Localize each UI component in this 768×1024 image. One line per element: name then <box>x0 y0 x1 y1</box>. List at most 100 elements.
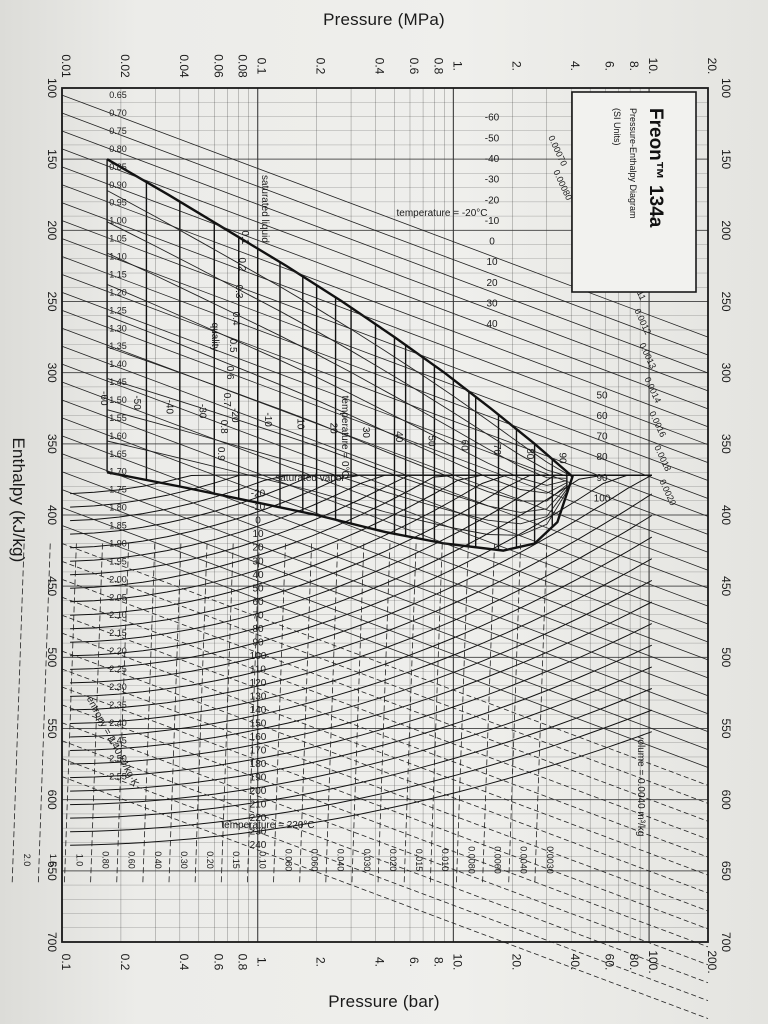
isentrope <box>61 220 709 463</box>
volume-value: 0.0012 <box>632 307 653 336</box>
bar-tick: 0.6 <box>211 954 225 971</box>
quality-line <box>106 252 567 479</box>
sat-temp-label: 10 <box>486 257 498 268</box>
superheat-temp-label: 150 <box>250 719 267 730</box>
quality-value: 0.1 <box>239 230 250 244</box>
quality-line <box>106 409 568 525</box>
enthalpy-tick-left: 250 <box>45 291 59 311</box>
isochore <box>299 543 312 886</box>
enthalpy-tick-right: 350 <box>719 434 733 454</box>
title-box: Freon™ 134a Pressure-Enthalpy Diagram (S… <box>571 91 697 293</box>
enthalpy-tick-right: 100 <box>719 78 733 98</box>
entropy-value: 2.25 <box>109 664 127 674</box>
sat-temp-label: 70 <box>596 432 608 443</box>
isochore <box>273 543 286 886</box>
quality-line <box>106 190 568 475</box>
superheat-temp-label: 180 <box>250 759 267 770</box>
isochore <box>534 543 548 886</box>
mpa-tick: 0.2 <box>314 58 328 75</box>
superheat-temp-label: 200 <box>250 786 267 797</box>
quality-line <box>106 377 568 513</box>
temperature-annotation-dome: temperature = 0°C <box>339 396 350 478</box>
entropy-value: 1.15 <box>109 269 127 279</box>
volume-value: 0.20 <box>205 851 215 869</box>
top-axis-title: Pressure (MPa) <box>323 10 445 29</box>
entropy-value: 1.40 <box>109 359 127 369</box>
sat-temp-label: -10 <box>485 216 500 227</box>
superheat-temp-label: 170 <box>250 746 267 757</box>
bar-tick: 0.4 <box>177 954 191 971</box>
entropy-value: 0.95 <box>109 198 127 208</box>
entropy-value: 1.60 <box>109 431 127 441</box>
mpa-tick: 0.06 <box>211 54 225 78</box>
enthalpy-tick-left: 400 <box>45 505 59 525</box>
volume-value: 0.00080 <box>551 168 574 202</box>
dome-temp-label: 30 <box>360 427 371 439</box>
bar-tick: 20. <box>509 954 523 971</box>
isentrope <box>61 776 709 1019</box>
enthalpy-tick-left: 650 <box>45 861 59 881</box>
saturated-vapor-label: saturated vapor <box>275 473 345 484</box>
isentrope <box>61 238 709 481</box>
superheat-temp-label: 230 <box>250 827 267 838</box>
bar-tick: 0.2 <box>118 954 132 971</box>
entropy-value: 0.85 <box>109 162 127 172</box>
bar-tick: 4. <box>373 957 387 967</box>
isochore <box>351 543 365 886</box>
quality-value: 0.7 <box>221 393 232 407</box>
sat-temp-label: 0 <box>489 237 495 248</box>
enthalpy-tick-left: 150 <box>45 149 59 169</box>
mpa-tick: 20. <box>705 58 719 75</box>
mpa-tick: 10. <box>646 58 660 75</box>
quality-value: 0.2 <box>236 258 247 272</box>
mpa-tick: 0.02 <box>118 54 132 78</box>
enthalpy-tick-right: 500 <box>719 647 733 667</box>
dome-temp-label: 60 <box>458 440 469 452</box>
enthalpy-tick-left: 100 <box>45 78 59 98</box>
superheat-temp-label: 100 <box>250 651 267 662</box>
bar-tick: 2. <box>314 957 328 967</box>
superheat-isotherm <box>70 731 652 846</box>
entropy-value: 1.95 <box>109 556 127 566</box>
quality-value: 0.3 <box>233 285 244 299</box>
superheat-temp-label: 220 <box>250 813 267 824</box>
enthalpy-tick-right: 700 <box>719 932 733 952</box>
volume-value: 0.00070 <box>546 134 569 168</box>
enthalpy-tick-right: 250 <box>719 291 733 311</box>
quality-line <box>106 315 568 494</box>
isentrope <box>61 184 709 428</box>
entropy-value: 0.75 <box>109 126 127 136</box>
entropy-value: 1.30 <box>109 323 127 333</box>
dome-temp-label: -20 <box>229 408 240 423</box>
superheat-temp-label: 140 <box>250 705 267 716</box>
enthalpy-tick-left: 200 <box>45 220 59 240</box>
quality-value: 0.6 <box>224 366 235 380</box>
enthalpy-tick-left: 350 <box>45 434 59 454</box>
dome-temp-label: 20 <box>327 423 338 435</box>
quality-line <box>106 221 568 477</box>
superheat-isotherm <box>70 666 652 806</box>
bar-tick: 1. <box>255 957 269 967</box>
bar-tick: 200. <box>705 950 719 973</box>
superheat-temp-label: -10 <box>251 502 266 513</box>
isochore <box>194 543 208 886</box>
superheat-temp-label: 10 <box>252 529 264 540</box>
mpa-tick: 0.01 <box>59 54 73 78</box>
enthalpy-tick-left: 450 <box>45 576 59 596</box>
volume-value: 0.020 <box>388 849 398 872</box>
isentrope <box>61 112 709 356</box>
enthalpy-tick-right: 400 <box>719 505 733 525</box>
dome-temp-label: 90 <box>557 453 568 465</box>
entropy-value: 1.35 <box>109 341 127 351</box>
superheat-isotherm <box>70 601 653 765</box>
volume-value: 0.15 <box>231 851 241 869</box>
entropy-value: 1.65 <box>109 449 127 459</box>
superheat-temp-label: 160 <box>250 732 267 743</box>
superheat-temp-label: 20 <box>252 543 264 554</box>
isentrope <box>61 614 709 858</box>
mpa-tick: 1. <box>450 61 464 71</box>
volume-value: 0.0016 <box>647 409 668 438</box>
superheat-temp-label: 0 <box>255 516 261 527</box>
enthalpy-tick-right: 200 <box>719 220 733 240</box>
